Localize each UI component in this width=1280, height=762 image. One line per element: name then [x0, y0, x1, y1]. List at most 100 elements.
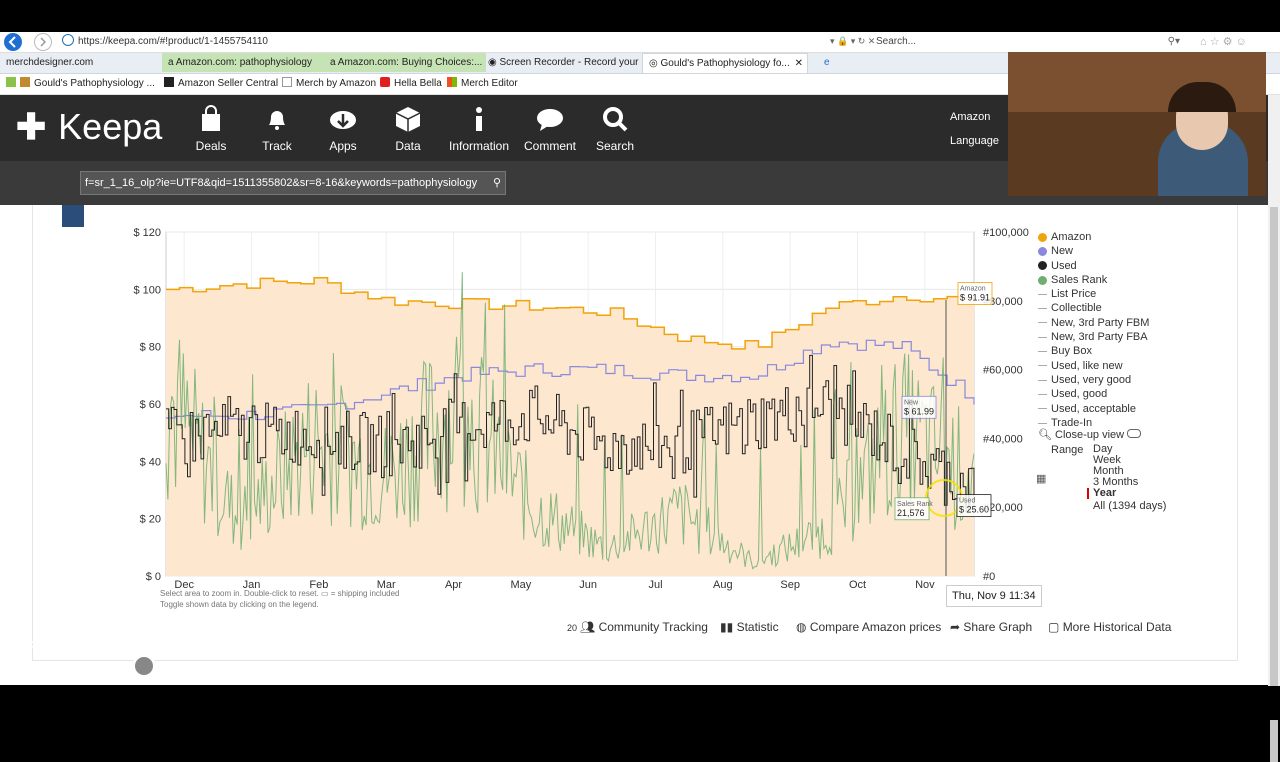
url-text: https://keepa.com/#!product/1-1455754110	[78, 36, 268, 47]
range-option[interactable]: All (1394 days)	[1093, 500, 1167, 512]
tab-label: Amazon.com: Buying Choices:...	[337, 57, 483, 68]
tab-label: Gould's Pathophysiology fo...	[660, 58, 790, 69]
more-historical-link[interactable]: ▢ More Historical Data	[1048, 620, 1172, 634]
screen-top-bar	[0, 0, 1280, 32]
tab-amazon-search[interactable]: a Amazon.com: pathophysiology	[162, 53, 328, 72]
share-icon: ➦	[950, 620, 961, 634]
bookmark-item[interactable]: Merch by Amazon	[282, 76, 376, 92]
range-selector: Range Day Week Month 3 Months Year All (1394 …	[1051, 444, 1166, 512]
language-selector[interactable]: Language	[950, 135, 999, 147]
magnifier-icon: 🔍︎	[1038, 429, 1052, 441]
tab-keepa-active[interactable]: ◎ Gould's Pathophysiology fo... ✕	[642, 53, 808, 73]
tab-merchdesigner[interactable]: merchdesigner.com	[0, 53, 164, 72]
legend-label: Used	[1051, 259, 1077, 272]
scrollbar-thumb[interactable]	[1270, 207, 1278, 762]
url-field[interactable]: https://keepa.com/#!product/1-1455754110	[62, 34, 872, 50]
info-icon	[476, 107, 482, 131]
nav-label: Deals	[195, 139, 227, 153]
nav-comment[interactable]: Comment	[515, 105, 585, 153]
search-icon[interactable]: ⚲	[492, 177, 501, 189]
range-option[interactable]: Day	[1093, 443, 1113, 455]
watermark-recorded: RECORDED WITH	[12, 640, 105, 651]
browser-toolbar-icons[interactable]: ⌂ ☆ ⚙ ☺	[1200, 36, 1247, 48]
nav-apps[interactable]: Apps	[308, 105, 378, 153]
bookmark-label: Merch Editor	[461, 78, 518, 89]
range-options: Day Week Month 3 Months Year All (1394 days)	[1087, 443, 1203, 512]
keepa-search-value: f=sr_1_16_olp?ie=UTF8&qid=1511355802&sr=…	[85, 177, 478, 189]
tab-bar: merchdesigner.com a Amazon.com: pathophy…	[0, 53, 1280, 74]
legend-item[interactable]: New, 3rd Party FBM	[1038, 316, 1149, 330]
range-option[interactable]: Week	[1093, 454, 1121, 466]
legend-item[interactable]: Amazon	[1038, 230, 1149, 244]
tab-screen-recorder[interactable]: ◉ Screen Recorder - Record your ...	[482, 53, 646, 72]
record-icon	[132, 654, 157, 678]
address-bar: https://keepa.com/#!product/1-1455754110…	[0, 32, 1280, 53]
page-scrollbar[interactable]	[1268, 95, 1280, 762]
tab-label: merchdesigner.com	[6, 57, 94, 68]
share-graph-link[interactable]: ➦ Share Graph	[950, 620, 1033, 634]
legend-dash-icon	[1038, 293, 1047, 295]
legend-item[interactable]: Used, good	[1038, 387, 1149, 401]
date-tooltip: Thu, Nov 9 11:34	[946, 585, 1042, 607]
book-cover-thumbnail[interactable]	[62, 205, 84, 227]
browser-search-input[interactable]: Search... ⚲▾	[876, 34, 1186, 50]
nav-track[interactable]: Track	[242, 105, 312, 153]
legend-item[interactable]: Buy Box	[1038, 344, 1149, 358]
tab-label: Screen Recorder - Record your ...	[499, 57, 646, 68]
bookmark-label: Merch by Amazon	[296, 78, 377, 89]
logo-text: Keepa	[58, 106, 163, 147]
range-option[interactable]: Year	[1087, 488, 1203, 499]
range-option[interactable]: 3 Months	[1093, 476, 1139, 488]
bookmark-item[interactable]: Amazon Seller Central	[164, 76, 278, 92]
bookmark-item[interactable]: Merch Editor	[447, 76, 518, 92]
nav-data[interactable]: Data	[373, 105, 443, 153]
locale-selector[interactable]: Amazon	[950, 111, 991, 123]
compare-prices-link[interactable]: ◍ Compare Amazon prices	[796, 620, 942, 634]
legend-item[interactable]: Collectible	[1038, 301, 1149, 315]
url-controls[interactable]: ▾ 🔒 ▾ ↻ ✕	[830, 36, 876, 46]
tab-label: Amazon.com: pathophysiology	[175, 57, 312, 68]
calendar-icon[interactable]: ▦	[1036, 473, 1047, 485]
forward-button[interactable]	[34, 33, 52, 51]
legend-label: Amazon	[1051, 231, 1092, 243]
bookmark-item[interactable]: Gould's Pathophysiology ...	[6, 76, 155, 92]
statistic-link[interactable]: ▮▮ Statistic	[720, 620, 779, 634]
nav-deals[interactable]: Deals	[176, 105, 246, 153]
toggle-icon[interactable]	[1127, 429, 1142, 438]
legend-dash-icon	[1038, 408, 1047, 410]
community-tracking-link[interactable]: 👥︎ Community Tracking	[580, 620, 708, 634]
plus-icon: ✚	[16, 106, 47, 147]
nav-information[interactable]: Information	[444, 105, 514, 153]
legend-item[interactable]: Sales Rank	[1038, 273, 1149, 287]
keepa-logo[interactable]: ✚ Keepa	[16, 107, 162, 147]
legend-item[interactable]: Used	[1038, 259, 1149, 273]
bookmark-item[interactable]: Hella Bella	[380, 76, 442, 92]
closeup-toggle[interactable]: 🔍︎ Close-up view	[1038, 428, 1142, 441]
bookmarks-bar: Gould's Pathophysiology ... Amazon Selle…	[0, 74, 1280, 95]
close-tab-icon[interactable]: ✕	[794, 58, 803, 69]
legend-item[interactable]: New	[1038, 244, 1149, 258]
legend-item[interactable]: Used, very good	[1038, 373, 1149, 387]
legend-item[interactable]: New, 3rd Party FBA	[1038, 330, 1149, 344]
keepa-search-input[interactable]: f=sr_1_16_olp?ie=UTF8&qid=1511355802&sr=…	[80, 171, 506, 195]
legend-label: Buy Box	[1051, 345, 1092, 358]
amazon-icon	[164, 77, 174, 87]
legend-item[interactable]: List Price	[1038, 287, 1149, 301]
legend-dash-icon	[1038, 422, 1047, 424]
tab-amazon-buying[interactable]: a Amazon.com: Buying Choices:...	[324, 53, 486, 72]
back-arrow-icon	[8, 36, 16, 48]
browser-search-placeholder: Search...	[876, 36, 917, 47]
legend-dash-icon	[1038, 322, 1047, 324]
legend-item[interactable]: Used, acceptable	[1038, 402, 1149, 416]
nav-label: Search	[595, 139, 635, 153]
nav-label: Apps	[329, 139, 357, 153]
range-option[interactable]: Month	[1093, 465, 1124, 477]
nav-search[interactable]: Search	[580, 105, 650, 153]
legend-dash-icon	[1038, 393, 1047, 395]
back-button[interactable]	[4, 33, 22, 51]
legend-item[interactable]: Used, like new	[1038, 359, 1149, 373]
chart-legend: Amazon New Used Sales Rank List Price Collect…	[1038, 230, 1149, 430]
legend-label: Used, very good	[1051, 373, 1132, 386]
new-tab-icon[interactable]: e	[824, 57, 830, 68]
legend-item[interactable]: Trade-In	[1038, 416, 1149, 430]
